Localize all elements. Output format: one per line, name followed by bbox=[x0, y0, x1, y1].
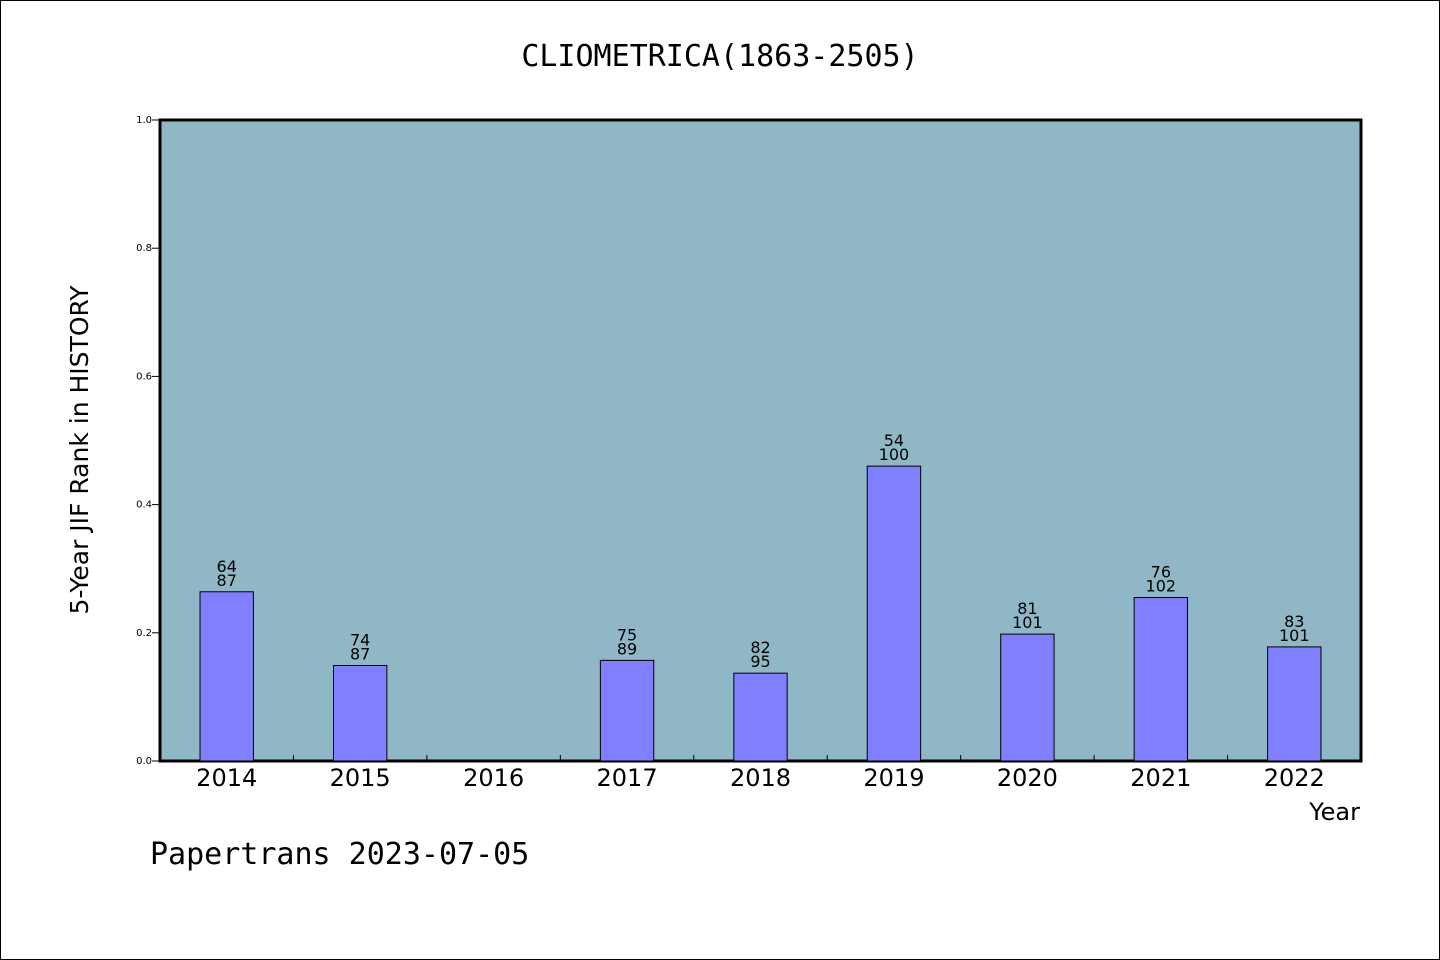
bar-label-top: 76 bbox=[1151, 563, 1171, 582]
x-tick-label: 2020 bbox=[997, 764, 1058, 792]
bar-label-bottom: 87 bbox=[217, 571, 237, 590]
bar-2014 bbox=[199, 591, 254, 762]
y-axis: 0.0 0.2 0.4 0.6 0.8 1.0 bbox=[136, 115, 160, 767]
x-axis-label: Year bbox=[1308, 798, 1360, 826]
bar-label-bottom: 101 bbox=[1279, 626, 1310, 645]
bar-label-top: 74 bbox=[350, 630, 370, 649]
bar-label-top: 75 bbox=[617, 625, 637, 644]
x-tick-label: 2019 bbox=[863, 764, 924, 792]
bar-2020 bbox=[1000, 633, 1055, 762]
x-tick-label: 2015 bbox=[330, 764, 391, 792]
bar-label-bottom: 100 bbox=[879, 445, 910, 464]
x-tick-label: 2021 bbox=[1130, 764, 1191, 792]
x-tick-label: 2022 bbox=[1264, 764, 1325, 792]
y-tick-label: 0.0 bbox=[136, 756, 152, 767]
bar-2022 bbox=[1267, 646, 1322, 762]
x-tick-label: 2018 bbox=[730, 764, 791, 792]
y-axis-label: 5-Year JIF Rank in HISTORY bbox=[65, 285, 94, 615]
bar-label-bottom: 95 bbox=[750, 652, 770, 671]
bar-label-top: 83 bbox=[1284, 612, 1304, 631]
x-tick-label: 2014 bbox=[196, 764, 257, 792]
bar-2021 bbox=[1133, 597, 1189, 762]
y-tick-label: 0.6 bbox=[136, 371, 152, 382]
x-tick-label: 2017 bbox=[597, 764, 658, 792]
bar-2018 bbox=[733, 672, 788, 762]
bar-label-bottom: 102 bbox=[1146, 577, 1177, 596]
bar-2017 bbox=[599, 659, 655, 762]
y-tick-label: 1.0 bbox=[136, 115, 152, 126]
watermark-text: Papertrans 2023-07-05 bbox=[150, 837, 529, 872]
x-tick-label: 2016 bbox=[463, 764, 524, 792]
bar-label-top: 54 bbox=[884, 431, 904, 450]
y-tick-label: 0.2 bbox=[136, 628, 152, 639]
y-tick-label: 0.4 bbox=[136, 500, 152, 511]
y-tick-label: 0.8 bbox=[136, 243, 152, 254]
bar-label-bottom: 87 bbox=[350, 644, 370, 663]
bar-label-top: 82 bbox=[750, 638, 770, 657]
x-axis: 2014 2015 2016 2017 2018 2019 2020 2021 2022 bbox=[196, 755, 1325, 792]
bar-label-top: 64 bbox=[217, 557, 237, 576]
bar-2015 bbox=[332, 664, 388, 762]
chart-title: CLIOMETRICA(1863-2505) bbox=[521, 39, 918, 74]
bar-label-bottom: 89 bbox=[617, 639, 637, 658]
bar-2019 bbox=[866, 465, 922, 762]
bar-label-top: 81 bbox=[1017, 599, 1037, 618]
bar-label-bottom: 101 bbox=[1012, 613, 1043, 632]
